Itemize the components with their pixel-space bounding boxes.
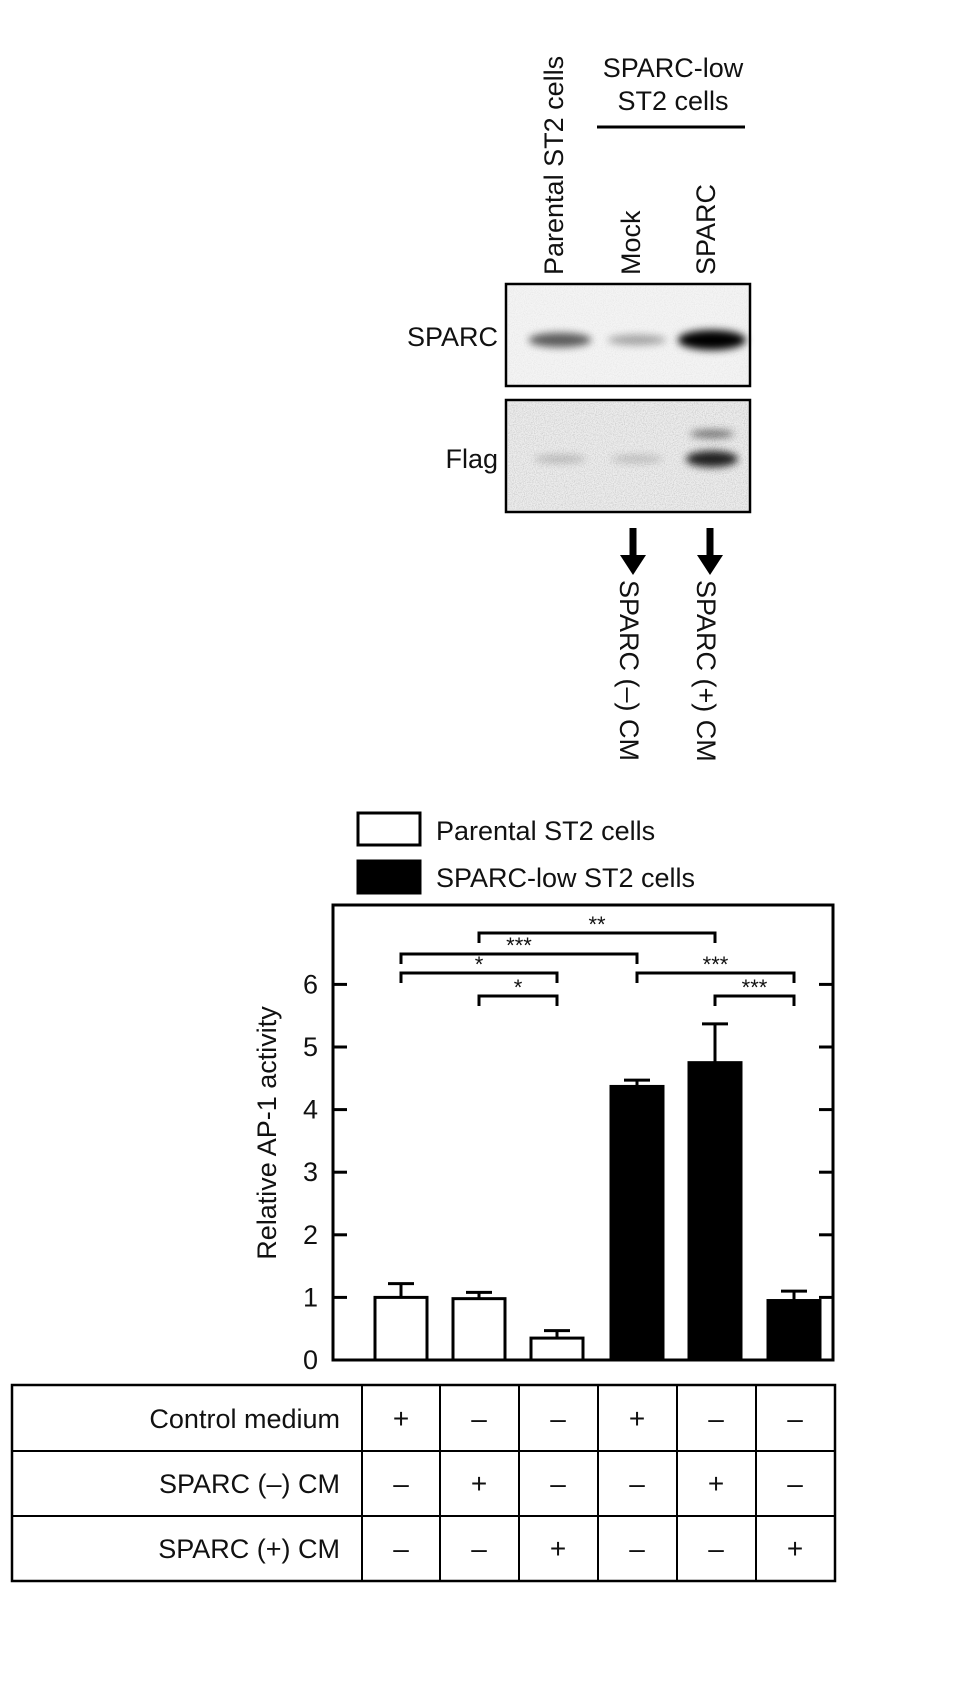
significance-label-5: * bbox=[514, 975, 523, 1000]
significance-bracket-4 bbox=[635, 971, 796, 983]
y-tick-label-2: 2 bbox=[303, 1220, 318, 1250]
bar-5 bbox=[687, 1061, 743, 1362]
condition-cell-r2-c5: + bbox=[708, 1468, 724, 1499]
significance-label-2: *** bbox=[506, 933, 532, 958]
significance-bracket-3 bbox=[399, 971, 559, 983]
significance-label-1: ** bbox=[588, 912, 606, 937]
sparc-band-lane-2 bbox=[607, 334, 667, 346]
condition-cell-r1-c4: + bbox=[629, 1403, 645, 1434]
bar-3 bbox=[529, 1336, 585, 1362]
flag-band-lane-2 bbox=[611, 455, 663, 463]
group-label-line1: SPARC-low bbox=[603, 53, 744, 83]
flag-band-lane-3 bbox=[686, 450, 738, 468]
bar-1 bbox=[373, 1295, 429, 1362]
legend-swatch-parental bbox=[356, 811, 422, 847]
flag-blot-panel bbox=[504, 398, 752, 514]
condition-cell-r2-c6: – bbox=[787, 1468, 803, 1499]
flag-band-lane-1 bbox=[534, 455, 586, 463]
sparc-band-lane-3 bbox=[678, 330, 746, 350]
condition-cell-r2-c2: + bbox=[471, 1468, 487, 1499]
condition-cell-r3-c6: + bbox=[787, 1533, 803, 1564]
row-label-sparc: SPARC bbox=[407, 322, 498, 352]
significance-bracket-1 bbox=[477, 931, 717, 943]
significance-label-3: * bbox=[475, 952, 484, 977]
condition-label-2: SPARC (–) CM bbox=[159, 1469, 340, 1499]
condition-cell-r1-c5: – bbox=[708, 1403, 724, 1434]
lane-label-parental: Parental ST2 cells bbox=[539, 56, 569, 275]
legend: Parental ST2 cells SPARC-low ST2 cells bbox=[356, 811, 695, 895]
condition-cell-r1-c3: – bbox=[550, 1403, 566, 1434]
cm-label-sparc-plus: SPARC (+) CM bbox=[691, 580, 721, 762]
condition-cell-r3-c4: – bbox=[629, 1533, 645, 1564]
condition-cell-r3-c1: – bbox=[393, 1533, 409, 1564]
conditions-table: Control medium + – – + – – SPARC (–) CM – + – – + – SP… bbox=[10, 1383, 837, 1583]
significance-bracket-6 bbox=[713, 994, 796, 1006]
arrow-mock bbox=[620, 528, 646, 575]
bar-4 bbox=[609, 1084, 665, 1362]
row-label-flag: Flag bbox=[445, 444, 498, 474]
significance-bracket-2 bbox=[399, 952, 639, 964]
condition-cell-r1-c2: – bbox=[471, 1403, 487, 1434]
arrow-sparc bbox=[697, 528, 723, 575]
western-blot: Parental ST2 cells Mock SPARC SPARC-low … bbox=[407, 53, 752, 762]
y-tick-label-6: 6 bbox=[303, 969, 318, 999]
condition-cell-r3-c5: – bbox=[708, 1533, 724, 1564]
legend-swatch-sparc-low bbox=[356, 859, 422, 895]
cm-label-sparc-minus: SPARC (–) CM bbox=[614, 580, 644, 761]
lane-label-sparc: SPARC bbox=[691, 184, 721, 275]
y-tick-label-0: 0 bbox=[303, 1345, 318, 1375]
significance-label-6: *** bbox=[742, 975, 768, 1000]
y-axis-label: Relative AP-1 activity bbox=[252, 1006, 282, 1260]
sparc-blot-panel bbox=[504, 282, 752, 388]
condition-label-1: Control medium bbox=[149, 1404, 340, 1434]
group-label-line2: ST2 cells bbox=[617, 86, 728, 116]
condition-label-3: SPARC (+) CM bbox=[158, 1534, 340, 1564]
legend-label-sparc-low: SPARC-low ST2 cells bbox=[436, 863, 695, 893]
flag-band-upper-lane-3 bbox=[690, 430, 734, 438]
sparc-band-lane-1 bbox=[528, 332, 592, 348]
condition-cell-r2-c3: – bbox=[550, 1468, 566, 1499]
condition-cell-r2-c1: – bbox=[393, 1468, 409, 1499]
condition-cell-r3-c3: + bbox=[550, 1533, 566, 1564]
y-tick-label-5: 5 bbox=[303, 1032, 318, 1062]
condition-cell-r3-c2: – bbox=[471, 1533, 487, 1564]
legend-label-parental: Parental ST2 cells bbox=[436, 816, 655, 846]
condition-cell-r1-c1: + bbox=[393, 1403, 409, 1434]
bar-6 bbox=[766, 1299, 822, 1362]
y-tick-label-3: 3 bbox=[303, 1157, 318, 1187]
condition-cell-r2-c4: – bbox=[629, 1468, 645, 1499]
significance-label-4: *** bbox=[703, 952, 729, 977]
lane-label-mock: Mock bbox=[616, 210, 646, 275]
y-tick-label-1: 1 bbox=[303, 1282, 318, 1312]
significance-bracket-5 bbox=[477, 994, 559, 1006]
y-tick-label-4: 4 bbox=[303, 1095, 318, 1125]
condition-cell-r1-c6: – bbox=[787, 1403, 803, 1434]
bar-2 bbox=[451, 1297, 507, 1362]
